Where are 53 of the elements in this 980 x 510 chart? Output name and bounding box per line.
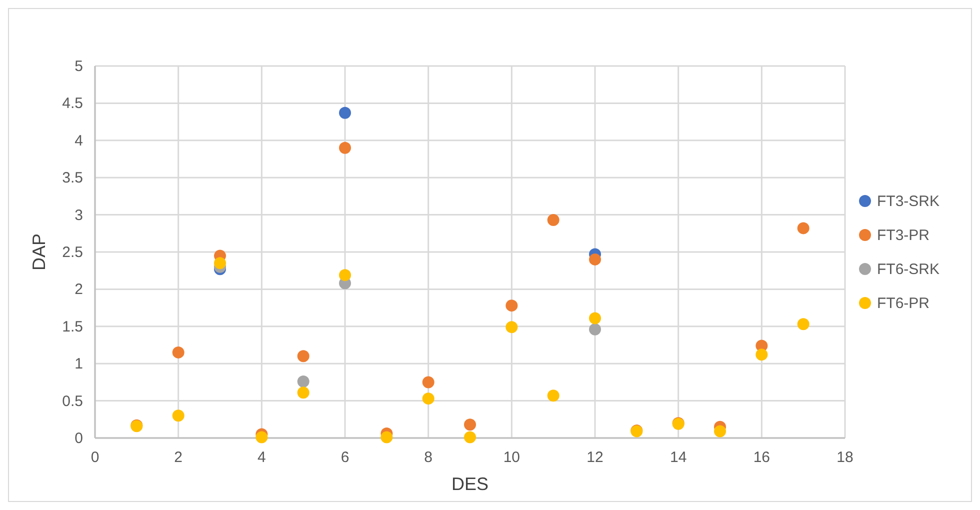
point: [214, 257, 226, 270]
point: [589, 253, 601, 266]
point: [172, 346, 184, 358]
y-tick-label: 4: [74, 132, 83, 150]
point: [506, 300, 518, 312]
y-tick-label: 1: [74, 356, 83, 373]
point: [464, 418, 476, 431]
point: [797, 222, 810, 234]
point: [756, 348, 768, 361]
x-tick-label: 14: [670, 449, 687, 466]
y-tick-label: 1.5: [62, 318, 83, 336]
legend-label: FT6-SRK: [877, 261, 940, 278]
point: [464, 431, 476, 444]
point: [339, 142, 351, 154]
x-tick-label: 16: [753, 449, 770, 466]
x-tick-label: 8: [424, 449, 433, 466]
legend-label: FT3-SRK: [877, 193, 940, 210]
x-tick-label: 6: [340, 449, 350, 466]
x-tick-label: 2: [174, 449, 183, 466]
y-tick-label: 0.5: [62, 392, 83, 410]
y-tick-label: 2: [74, 281, 83, 298]
y-tick-label: 3.5: [62, 170, 83, 187]
point: [422, 392, 434, 405]
point: [506, 321, 518, 334]
point: [589, 323, 601, 336]
point: [380, 431, 393, 444]
legend-label: FT6-PR: [877, 295, 930, 312]
x-tick-label: 0: [90, 449, 100, 466]
x-tick-label: 4: [257, 449, 266, 466]
point: [256, 431, 268, 444]
point: [297, 375, 310, 388]
y-tick-label: 2.5: [62, 244, 83, 261]
point: [547, 214, 560, 226]
x-axis-title: DES: [451, 474, 489, 494]
point: [589, 312, 601, 324]
point: [422, 376, 434, 388]
y-tick-label: 0: [74, 430, 83, 447]
point: [547, 390, 560, 402]
x-tick-label: 18: [836, 449, 854, 466]
point: [297, 386, 310, 399]
x-tick-label: 12: [586, 449, 604, 466]
y-tick-label: 3: [74, 206, 83, 224]
point: [339, 269, 351, 282]
y-tick-label: 5: [74, 58, 83, 75]
point: [797, 318, 810, 330]
y-tick-label: 4.5: [62, 95, 83, 112]
legend-label: FT3-PR: [877, 227, 930, 244]
point: [714, 425, 726, 438]
point: [339, 106, 351, 119]
y-axis-title: DAP: [29, 233, 49, 271]
point: [172, 410, 184, 422]
point: [297, 350, 310, 362]
x-tick-label: 10: [503, 449, 520, 466]
